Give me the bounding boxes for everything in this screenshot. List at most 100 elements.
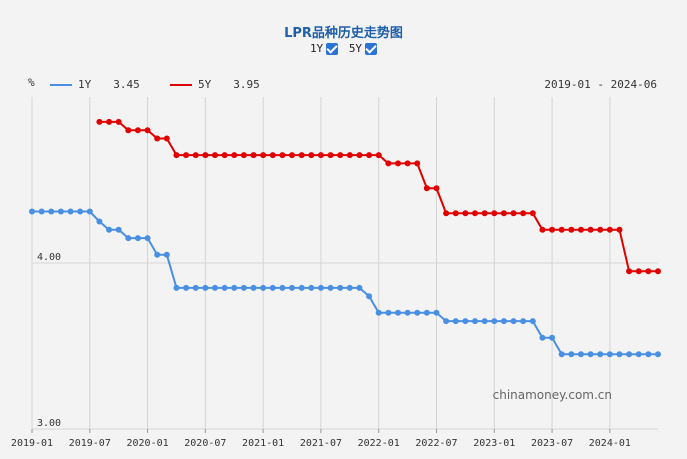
data-point[interactable] xyxy=(144,235,151,242)
data-point[interactable] xyxy=(144,127,151,134)
data-point[interactable] xyxy=(289,152,296,159)
data-point[interactable] xyxy=(154,135,161,142)
data-point[interactable] xyxy=(443,210,450,217)
data-point[interactable] xyxy=(568,226,575,233)
data-point[interactable] xyxy=(635,268,642,275)
data-point[interactable] xyxy=(269,284,276,291)
data-point[interactable] xyxy=(510,210,517,217)
data-point[interactable] xyxy=(491,210,498,217)
data-point[interactable] xyxy=(260,284,267,291)
data-point[interactable] xyxy=(481,318,488,325)
data-point[interactable] xyxy=(577,226,584,233)
data-point[interactable] xyxy=(529,210,536,217)
data-point[interactable] xyxy=(375,152,382,159)
data-point[interactable] xyxy=(96,118,103,125)
data-point[interactable] xyxy=(443,318,450,325)
data-point[interactable] xyxy=(125,235,132,242)
data-point[interactable] xyxy=(539,226,546,233)
data-point[interactable] xyxy=(481,210,488,217)
data-point[interactable] xyxy=(404,160,411,167)
data-point[interactable] xyxy=(269,152,276,159)
data-point[interactable] xyxy=(163,135,170,142)
data-point[interactable] xyxy=(394,160,401,167)
data-point[interactable] xyxy=(626,351,633,358)
data-point[interactable] xyxy=(635,351,642,358)
data-point[interactable] xyxy=(394,309,401,316)
data-point[interactable] xyxy=(433,309,440,316)
data-point[interactable] xyxy=(568,351,575,358)
data-point[interactable] xyxy=(202,284,209,291)
data-point[interactable] xyxy=(115,226,122,233)
data-point[interactable] xyxy=(77,208,84,215)
data-point[interactable] xyxy=(67,208,74,215)
data-point[interactable] xyxy=(452,318,459,325)
data-point[interactable] xyxy=(86,208,93,215)
data-point[interactable] xyxy=(240,284,247,291)
data-point[interactable] xyxy=(308,152,315,159)
data-point[interactable] xyxy=(240,152,247,159)
data-point[interactable] xyxy=(96,218,103,225)
data-point[interactable] xyxy=(472,318,479,325)
data-point[interactable] xyxy=(192,284,199,291)
data-point[interactable] xyxy=(433,185,440,192)
data-point[interactable] xyxy=(327,284,334,291)
data-point[interactable] xyxy=(57,208,64,215)
data-point[interactable] xyxy=(173,284,180,291)
data-point[interactable] xyxy=(125,127,132,134)
data-point[interactable] xyxy=(106,226,113,233)
data-point[interactable] xyxy=(414,309,421,316)
data-point[interactable] xyxy=(606,226,613,233)
checkbox-checked-icon[interactable] xyxy=(326,42,339,55)
data-point[interactable] xyxy=(298,152,305,159)
data-point[interactable] xyxy=(549,334,556,341)
data-point[interactable] xyxy=(231,152,238,159)
data-point[interactable] xyxy=(500,210,507,217)
data-point[interactable] xyxy=(337,284,344,291)
data-point[interactable] xyxy=(645,351,652,358)
data-point[interactable] xyxy=(500,318,507,325)
data-point[interactable] xyxy=(597,226,604,233)
data-point[interactable] xyxy=(520,210,527,217)
data-point[interactable] xyxy=(491,318,498,325)
data-point[interactable] xyxy=(423,309,430,316)
data-point[interactable] xyxy=(366,152,373,159)
data-point[interactable] xyxy=(173,152,180,159)
data-point[interactable] xyxy=(211,284,218,291)
data-point[interactable] xyxy=(510,318,517,325)
data-point[interactable] xyxy=(192,152,199,159)
data-point[interactable] xyxy=(183,284,190,291)
data-point[interactable] xyxy=(221,284,228,291)
toggle-5y[interactable]: 5Y xyxy=(349,42,378,55)
data-point[interactable] xyxy=(472,210,479,217)
legend-item-5y[interactable]: 5Y 3.95 xyxy=(170,78,260,91)
data-point[interactable] xyxy=(308,284,315,291)
data-point[interactable] xyxy=(616,226,623,233)
data-point[interactable] xyxy=(655,268,661,275)
data-point[interactable] xyxy=(289,284,296,291)
data-point[interactable] xyxy=(231,284,238,291)
data-point[interactable] xyxy=(558,226,565,233)
data-point[interactable] xyxy=(626,268,633,275)
data-point[interactable] xyxy=(549,226,556,233)
data-point[interactable] xyxy=(115,118,122,125)
data-point[interactable] xyxy=(520,318,527,325)
data-point[interactable] xyxy=(655,351,661,358)
data-point[interactable] xyxy=(587,226,594,233)
data-point[interactable] xyxy=(154,251,161,258)
data-point[interactable] xyxy=(317,152,324,159)
data-point[interactable] xyxy=(587,351,594,358)
data-point[interactable] xyxy=(462,318,469,325)
data-point[interactable] xyxy=(606,351,613,358)
data-point[interactable] xyxy=(279,152,286,159)
data-point[interactable] xyxy=(298,284,305,291)
data-point[interactable] xyxy=(645,268,652,275)
data-point[interactable] xyxy=(134,235,141,242)
data-point[interactable] xyxy=(366,293,373,300)
data-point[interactable] xyxy=(134,127,141,134)
data-point[interactable] xyxy=(577,351,584,358)
data-point[interactable] xyxy=(183,152,190,159)
data-point[interactable] xyxy=(202,152,209,159)
checkbox-checked-icon[interactable] xyxy=(365,42,378,55)
legend-item-1y[interactable]: 1Y 3.45 xyxy=(50,78,140,91)
data-point[interactable] xyxy=(221,152,228,159)
